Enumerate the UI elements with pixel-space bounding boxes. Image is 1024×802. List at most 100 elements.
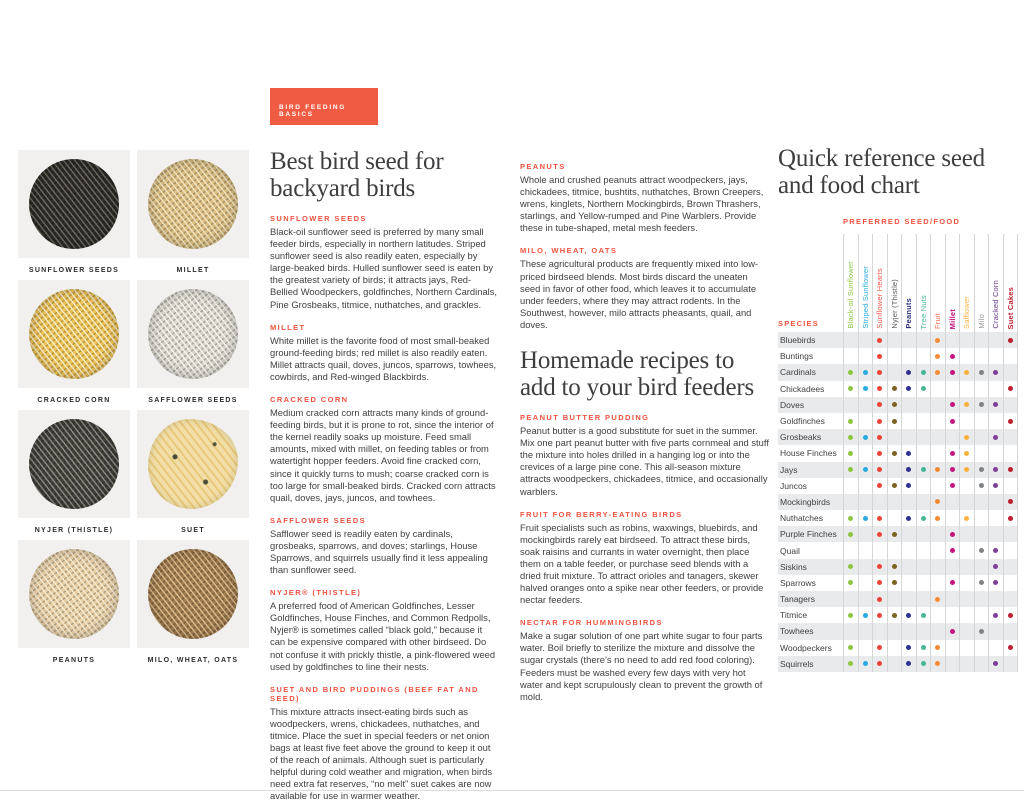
dot-cell [973, 542, 989, 559]
preference-dot [877, 596, 883, 602]
preference-dot [935, 661, 941, 667]
title-line: Homemade recipes to [520, 347, 735, 375]
dot-cell [959, 380, 974, 397]
seed-image [29, 419, 119, 509]
seed-label: MILO, WHEAT, OATS [147, 657, 239, 664]
sections-peanuts-milo: PEANUTS Whole and crushed peanuts attract… [520, 162, 769, 331]
species-name: Nuthatches [780, 513, 823, 524]
preference-dot [935, 515, 941, 521]
species-name: Squirrels [780, 658, 814, 669]
preference-dot [964, 434, 970, 440]
seed-image [148, 289, 238, 379]
dot-cell [872, 639, 887, 656]
preference-dot [906, 645, 912, 651]
chart-row: Towhees [778, 623, 1018, 640]
dot-cell [988, 445, 1003, 462]
section-body: This mixture attracts insect-eating bird… [270, 705, 493, 802]
seed-card: CRACKED CORN [18, 280, 130, 410]
preference-dot [862, 369, 868, 375]
dot-cell [843, 623, 858, 640]
preference-dot [906, 515, 912, 521]
chart-row: Purple Finches [778, 526, 1018, 543]
chart-row: House Finches [778, 445, 1018, 462]
dot-cell [930, 364, 945, 381]
species-name: Woodpeckers [780, 642, 832, 653]
preference-dot [891, 483, 897, 489]
dot-cell [930, 591, 945, 608]
chart-row: Bluebirds [778, 332, 1018, 349]
dot-cell [872, 591, 887, 608]
title-line: and food chart [778, 172, 920, 199]
dot-cell [901, 607, 916, 624]
preference-dot [993, 483, 999, 489]
column-label-cell: Tree Nuts [915, 234, 931, 332]
seed-photo [137, 280, 249, 388]
dot-cell [843, 591, 858, 608]
dot-cell [843, 380, 858, 397]
preference-dot [1007, 645, 1013, 651]
seed-card: SUNFLOWER SEEDS [18, 150, 130, 280]
preference-dot [877, 564, 883, 570]
dot-cell [901, 591, 916, 608]
column-label-cell: Safflower [959, 234, 974, 332]
dot-cell [886, 445, 902, 462]
dot-cell [1002, 574, 1018, 591]
dot-cell [1002, 412, 1018, 430]
dot-cell [1002, 623, 1018, 640]
dot-cell [857, 591, 873, 608]
species-name: Mockingbirds [780, 496, 831, 507]
seed-image [148, 159, 238, 249]
article-title-best-seed: Best bird seed for backyard birds [270, 148, 499, 202]
dot-cell [1002, 526, 1018, 543]
seed-photo [137, 410, 249, 518]
preference-dot [1007, 515, 1013, 521]
dot-cell [988, 574, 1003, 591]
preference-dot [891, 450, 897, 456]
preference-dot [877, 483, 883, 489]
preference-dot [862, 434, 868, 440]
title-line: backyard birds [270, 175, 416, 202]
dot-cell [988, 461, 1003, 478]
dot-cell [886, 639, 902, 656]
dot-cell [843, 412, 858, 430]
dot-cell [872, 623, 887, 640]
dot-cell [857, 445, 873, 462]
dot-cell [843, 558, 858, 575]
dot-cell [901, 510, 916, 527]
seed-card: SUET [137, 410, 249, 540]
dot-cell [843, 510, 858, 527]
preference-dot [877, 337, 883, 343]
dot-cell [857, 639, 873, 656]
column-label-cell: Sunflower Hearts [872, 234, 887, 332]
preference-dot [949, 369, 955, 375]
seed-image [29, 289, 119, 379]
preference-dot [877, 369, 883, 375]
preference-dot [949, 628, 955, 634]
dot-cell [944, 510, 960, 527]
preference-dot [964, 450, 970, 456]
species-name: Purple Finches [780, 529, 837, 540]
dot-cell [843, 429, 858, 446]
preference-dot [1007, 418, 1013, 424]
section-body: Whole and crushed peanuts attract woodpe… [520, 174, 764, 234]
column-label-cell: Peanuts [901, 234, 916, 332]
dot-cell [857, 396, 873, 413]
chart-row: Squirrels [778, 655, 1018, 672]
chart-row: Mockingbirds [778, 493, 1018, 511]
preference-dot [978, 580, 984, 586]
dot-cell [973, 510, 989, 527]
dot-cell [973, 655, 989, 672]
dot-cell [988, 429, 1003, 446]
dot-cell [1002, 380, 1018, 397]
dot-cell [930, 574, 945, 591]
section-heading: SAFFLOWER SEEDS [270, 515, 367, 525]
dot-cell [915, 542, 931, 559]
dot-cell [973, 558, 989, 575]
preference-dot [993, 661, 999, 667]
species-name: Tanagers [780, 594, 815, 605]
dot-cell [901, 558, 916, 575]
dot-cell [988, 510, 1003, 527]
dot-cell [872, 655, 887, 672]
species-name: Goldfinches [780, 416, 825, 427]
